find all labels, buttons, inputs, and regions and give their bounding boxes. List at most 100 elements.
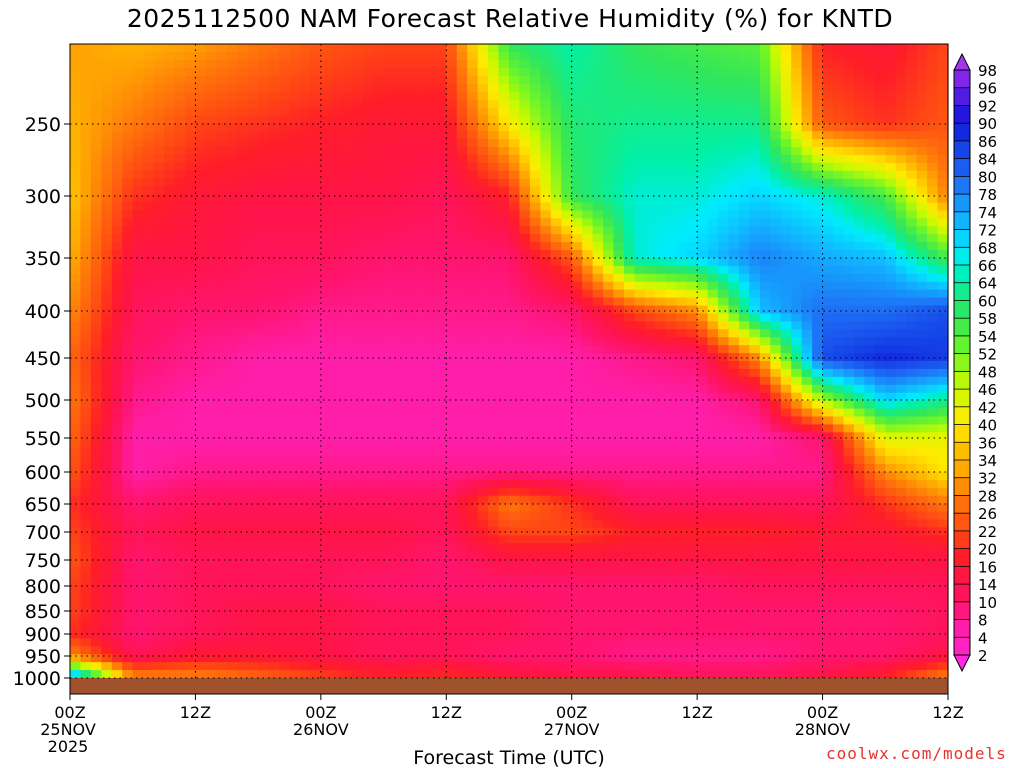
rh-cell — [456, 670, 468, 679]
rh-cell — [394, 361, 406, 370]
rh-cell — [540, 115, 552, 124]
rh-cell — [226, 614, 238, 624]
rh-cell — [195, 99, 207, 108]
rh-cell — [70, 226, 82, 235]
rh-cell — [247, 313, 259, 322]
rh-cell — [299, 51, 311, 61]
rh-cell — [289, 559, 301, 568]
rh-cell — [352, 590, 364, 600]
rh-cell — [550, 495, 562, 505]
rh-cell — [509, 234, 521, 243]
rh-cell — [665, 329, 677, 338]
rh-cell — [90, 654, 102, 663]
rh-cell — [226, 519, 238, 529]
rh-cell — [164, 162, 176, 172]
rh-cell — [446, 479, 458, 489]
rh-cell — [509, 527, 521, 536]
rh-cell — [299, 638, 311, 647]
rh-cell — [268, 543, 280, 552]
rh-cell — [425, 582, 437, 592]
rh-cell — [331, 448, 343, 457]
rh-cell — [676, 471, 688, 481]
rh-cell — [164, 289, 176, 299]
rh-cell — [164, 567, 176, 576]
rh-cell — [414, 456, 426, 465]
rh-cell — [237, 91, 249, 101]
rh-cell — [519, 51, 531, 61]
rh-cell — [174, 551, 186, 560]
rh-cell — [310, 638, 322, 647]
rh-cell — [195, 115, 207, 124]
rh-cell — [613, 321, 625, 330]
rh-cell — [446, 662, 458, 671]
rh-cell — [299, 440, 311, 449]
rh-cell — [561, 559, 573, 568]
rh-cell — [446, 464, 458, 473]
rh-cell — [582, 376, 594, 386]
rh-cell — [550, 186, 562, 196]
rh-cell — [623, 154, 636, 164]
rh-cell — [529, 368, 541, 378]
rh-cell — [174, 250, 186, 259]
rh-cell — [184, 99, 197, 108]
rh-cell — [164, 353, 176, 362]
rh-cell — [268, 313, 280, 322]
rh-cell — [299, 471, 311, 481]
rh-cell — [582, 456, 594, 465]
rh-cell — [164, 91, 176, 101]
rh-cell — [404, 527, 416, 536]
rh-cell — [237, 305, 249, 315]
rh-cell — [644, 654, 656, 663]
rh-cell — [247, 670, 259, 679]
rh-cell — [394, 210, 406, 219]
rh-cell — [226, 194, 238, 204]
rh-cell — [603, 479, 615, 489]
rh-cell — [404, 392, 416, 402]
rh-cell — [80, 44, 92, 53]
rh-cell — [184, 162, 197, 172]
rh-cell — [686, 59, 698, 69]
rh-cell — [122, 559, 134, 568]
rh-cell — [634, 234, 646, 243]
rh-cell — [529, 487, 541, 497]
rh-cell — [571, 622, 583, 632]
rh-cell — [425, 313, 437, 322]
rh-cell — [488, 321, 500, 330]
rh-cell — [216, 630, 228, 639]
rh-cell — [362, 567, 374, 576]
rh-cell — [477, 321, 489, 330]
rh-cell — [550, 99, 562, 108]
rh-cell — [456, 44, 468, 53]
rh-cell — [435, 384, 447, 394]
rh-cell — [509, 265, 521, 275]
rh-cell — [205, 107, 217, 116]
rh-cell — [80, 400, 92, 410]
rh-cell — [299, 376, 311, 386]
rh-cell — [310, 376, 322, 386]
rh-cell — [279, 99, 291, 108]
rh-cell — [258, 392, 270, 402]
rh-cell — [414, 392, 426, 402]
rh-cell — [101, 567, 113, 576]
rh-cell — [258, 424, 270, 433]
rh-cell — [362, 67, 374, 77]
rh-cell — [644, 511, 656, 521]
rh-cell — [101, 51, 113, 61]
rh-cell — [268, 51, 280, 61]
rh-cell — [174, 622, 186, 632]
rh-cell — [665, 392, 677, 402]
rh-cell — [498, 559, 510, 568]
rh-cell — [268, 345, 280, 354]
rh-cell — [90, 67, 102, 77]
rh-cell — [498, 345, 510, 354]
rh-cell — [707, 464, 719, 473]
rh-cell — [383, 305, 395, 315]
rh-cell — [394, 424, 406, 433]
rh-cell — [258, 115, 270, 124]
rh-cell — [655, 305, 667, 315]
rh-cell — [550, 646, 562, 655]
rh-cell — [592, 464, 604, 473]
rh-cell — [383, 487, 395, 497]
rh-cell — [331, 186, 343, 196]
rh-cell — [613, 170, 625, 180]
